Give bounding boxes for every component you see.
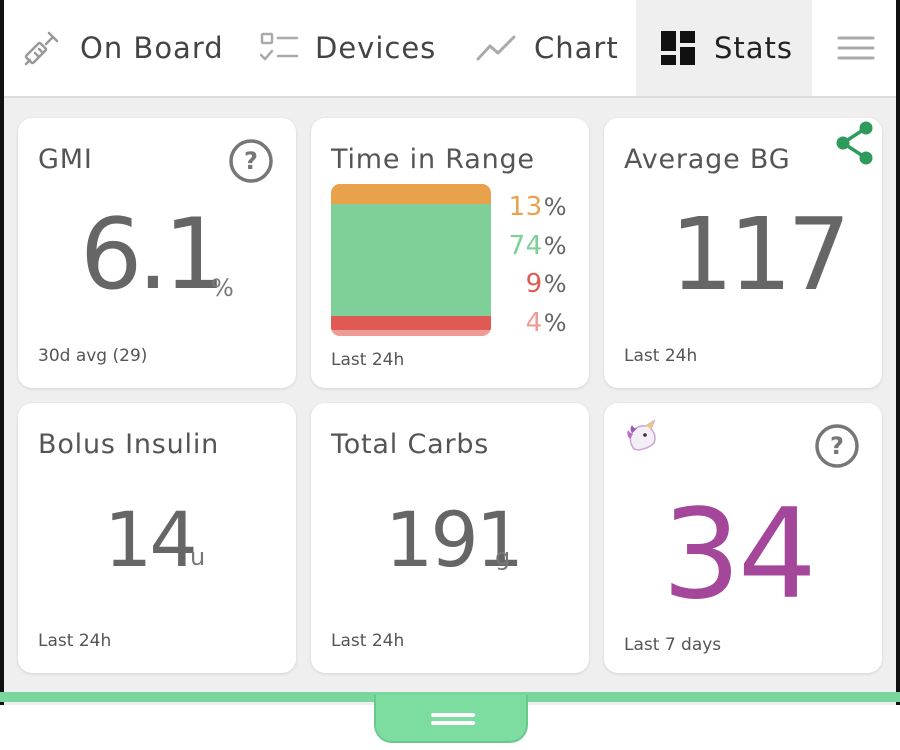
- tab-devices-label: Devices: [315, 31, 437, 65]
- range-high-segment: [331, 184, 491, 204]
- range-low-unit: %: [543, 270, 567, 298]
- syringe-icon: [22, 28, 62, 68]
- range-in-target-value: 74: [508, 230, 543, 261]
- tab-stats-label: Stats: [714, 31, 794, 65]
- checklist-icon: [259, 30, 301, 66]
- top-nav: On Board Devices: [4, 0, 896, 98]
- time-in-range-card[interactable]: Time in Range 13% 74% 9% 4% Last 24h: [311, 118, 589, 388]
- gmi-footer: 30d avg (29): [38, 346, 148, 366]
- range-very-low-segment: [331, 329, 491, 336]
- range-high-value: 13: [508, 192, 543, 222]
- dashboard-icon: [660, 30, 696, 66]
- help-icon[interactable]: ?: [228, 138, 274, 184]
- bolus-insulin-card[interactable]: Bolus Insulin 14 u Last 24h: [18, 403, 296, 673]
- drag-handle-bar-bottom: [431, 721, 475, 725]
- tab-on-board-label: On Board: [80, 31, 224, 65]
- tab-stats[interactable]: Stats: [636, 0, 812, 96]
- svg-text:?: ?: [244, 147, 258, 175]
- bolus-insulin-footer: Last 24h: [38, 631, 112, 651]
- range-low-row: 9%: [509, 265, 567, 304]
- gmi-title: GMI: [38, 144, 93, 175]
- unicorn-icon: [624, 419, 660, 459]
- range-high-row: 13%: [509, 188, 567, 227]
- unicorn-value: 34: [662, 483, 817, 627]
- total-carbs-unit: g: [495, 543, 511, 571]
- unicorn-footer: Last 7 days: [624, 635, 722, 655]
- drag-handle-bar-top: [431, 713, 475, 717]
- bolus-insulin-value: 14: [104, 495, 198, 584]
- share-icon[interactable]: [832, 120, 878, 166]
- average-bg-card[interactable]: Average BG 117 Last 24h: [604, 118, 882, 388]
- time-in-range-percentages: 13% 74% 9% 4%: [509, 188, 567, 342]
- drag-handle-icon[interactable]: [374, 695, 528, 743]
- tab-devices[interactable]: Devices: [259, 0, 436, 96]
- tab-on-board[interactable]: On Board: [22, 0, 224, 96]
- help-icon[interactable]: ?: [814, 423, 860, 469]
- range-in-target-unit: %: [543, 231, 567, 260]
- range-very-low-row: 4%: [509, 304, 567, 343]
- range-very-low-unit: %: [543, 308, 567, 337]
- bolus-insulin-unit: u: [190, 543, 206, 571]
- app-frame: On Board Devices: [0, 0, 900, 705]
- range-low-value: 9: [525, 269, 543, 299]
- average-bg-value: 117: [670, 196, 851, 313]
- average-bg-title: Average BG: [624, 144, 791, 175]
- gmi-card[interactable]: GMI ? 6.1 % 30d avg (29): [18, 118, 296, 388]
- tab-chart[interactable]: Chart: [476, 0, 619, 96]
- time-in-range-footer: Last 24h: [331, 350, 405, 370]
- bolus-insulin-title: Bolus Insulin: [38, 429, 220, 460]
- average-bg-footer: Last 24h: [624, 346, 698, 366]
- range-in-target-segment: [331, 203, 491, 317]
- tab-chart-label: Chart: [534, 31, 619, 65]
- time-in-range-title: Time in Range: [331, 144, 535, 175]
- range-in-target-row: 74%: [509, 227, 567, 266]
- time-in-range-bar: [331, 184, 491, 336]
- total-carbs-title: Total Carbs: [331, 429, 490, 460]
- gmi-unit: %: [211, 274, 234, 302]
- total-carbs-value: 191: [385, 495, 524, 584]
- unicorn-card[interactable]: ? 34 Last 7 days: [604, 403, 882, 673]
- range-low-segment: [331, 316, 491, 330]
- range-very-low-value: 4: [525, 307, 543, 338]
- hamburger-menu-icon[interactable]: [836, 32, 876, 64]
- gmi-value: 6.1: [80, 198, 226, 312]
- total-carbs-footer: Last 24h: [331, 631, 405, 651]
- range-high-unit: %: [543, 193, 567, 221]
- total-carbs-card[interactable]: Total Carbs 191 g Last 24h: [311, 403, 589, 673]
- svg-text:?: ?: [830, 432, 844, 460]
- trend-line-icon: [476, 33, 516, 63]
